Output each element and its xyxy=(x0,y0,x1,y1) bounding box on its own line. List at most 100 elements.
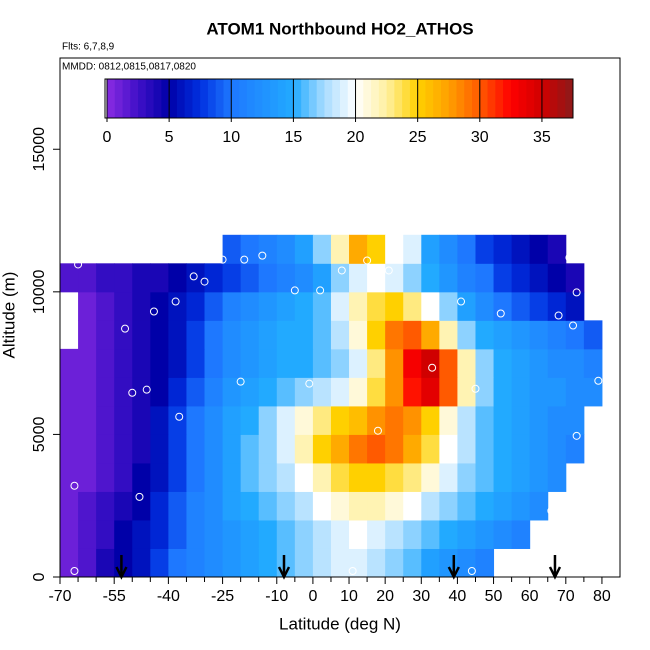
heat-cell xyxy=(493,348,513,378)
heat-cell xyxy=(240,434,260,464)
heat-cell xyxy=(475,348,495,378)
heat-cell xyxy=(367,491,386,521)
colorbar-swatch xyxy=(161,79,170,118)
heat-cell xyxy=(168,434,187,464)
sample-point xyxy=(565,253,574,262)
colorbar-swatch xyxy=(534,79,543,118)
heat-cell xyxy=(565,434,585,464)
heat-cell xyxy=(240,234,260,264)
heat-cell xyxy=(547,462,567,492)
colorbar-swatch xyxy=(479,79,489,118)
heat-cell xyxy=(457,263,476,293)
heat-cell xyxy=(312,348,332,378)
heat-cell xyxy=(312,519,332,549)
heat-cell xyxy=(204,405,224,435)
heat-cell xyxy=(186,519,206,549)
heat-cell xyxy=(421,234,440,264)
heat-cell xyxy=(78,348,97,378)
heat-cell xyxy=(547,434,567,464)
sample-point xyxy=(572,431,581,440)
heat-cell xyxy=(294,491,314,521)
colorbar-swatch xyxy=(518,79,527,118)
heat-cell xyxy=(312,548,332,578)
heat-cell xyxy=(330,234,350,264)
colorbar-swatch xyxy=(510,79,520,118)
heat-cell xyxy=(204,462,224,492)
heat-cell xyxy=(457,377,476,407)
heat-cell xyxy=(168,291,187,321)
heat-cell xyxy=(475,377,495,407)
colorbar-swatch xyxy=(308,79,318,118)
heat-cell xyxy=(565,348,585,378)
heat-cell xyxy=(547,405,567,435)
colorbar-swatch xyxy=(316,79,325,118)
colorbar-swatch xyxy=(347,79,357,118)
heat-cell xyxy=(150,462,169,492)
heat-cell xyxy=(240,320,260,350)
colorbar-swatch xyxy=(215,79,224,118)
sample-point xyxy=(200,277,209,286)
heat-cell xyxy=(421,462,440,492)
heat-cell xyxy=(294,234,314,264)
colorbar-swatch xyxy=(138,79,147,118)
heat-cell xyxy=(186,291,206,321)
heat-cell xyxy=(385,377,404,407)
heat-cell xyxy=(276,263,296,293)
heat-cell xyxy=(312,234,332,264)
heat-cell xyxy=(168,348,187,378)
heat-cell xyxy=(511,491,531,521)
heat-cell xyxy=(493,234,513,264)
heat-cell xyxy=(493,263,513,293)
heat-cell xyxy=(150,320,169,350)
heat-cell xyxy=(78,434,97,464)
heat-cell xyxy=(132,263,151,293)
sample-point xyxy=(189,272,198,281)
heat-cell xyxy=(565,291,585,321)
sample-point xyxy=(348,567,357,576)
heat-cell xyxy=(493,462,513,492)
heat-cell xyxy=(96,377,115,407)
heat-cell xyxy=(529,234,549,264)
heat-cell xyxy=(204,377,224,407)
colorbar-swatch xyxy=(285,79,294,118)
heat-cell xyxy=(385,434,404,464)
heat-cell xyxy=(96,348,115,378)
heat-cell xyxy=(457,519,476,549)
colorbar-swatch xyxy=(386,79,395,118)
heat-cell xyxy=(403,434,422,464)
heat-cell xyxy=(186,263,206,293)
heat-cell xyxy=(312,320,332,350)
heat-cell xyxy=(475,291,495,321)
heat-cell xyxy=(168,519,187,549)
heat-cell xyxy=(529,377,549,407)
heat-cell xyxy=(258,291,278,321)
heat-cell xyxy=(204,320,224,350)
sample-point xyxy=(135,492,144,501)
heat-cell xyxy=(367,548,386,578)
x-tick-label: 40 xyxy=(449,588,467,605)
colorbar-swatch xyxy=(355,79,364,118)
heat-cell xyxy=(114,405,133,435)
heat-cell xyxy=(240,263,260,293)
heat-cell xyxy=(475,434,495,464)
heat-cell xyxy=(421,377,440,407)
heat-cell xyxy=(240,291,260,321)
heat-cell xyxy=(222,291,242,321)
colorbar-swatch xyxy=(440,79,450,118)
colorbar-swatch xyxy=(340,79,349,118)
heat-cell xyxy=(222,491,242,521)
heat-cell xyxy=(403,491,422,521)
sample-point xyxy=(496,309,505,318)
heat-cell xyxy=(150,348,169,378)
heat-cell xyxy=(349,462,368,492)
colorbar-tick-label: 35 xyxy=(533,129,551,146)
heat-cell xyxy=(475,519,495,549)
sample-point xyxy=(316,286,325,295)
y-axis-label: Altitude (m) xyxy=(0,272,18,359)
heat-cell xyxy=(60,491,79,521)
colorbar-swatch xyxy=(145,79,155,118)
heat-cell xyxy=(439,434,458,464)
heat-cell xyxy=(511,348,531,378)
heat-cell xyxy=(330,491,350,521)
heat-cell xyxy=(150,548,169,578)
